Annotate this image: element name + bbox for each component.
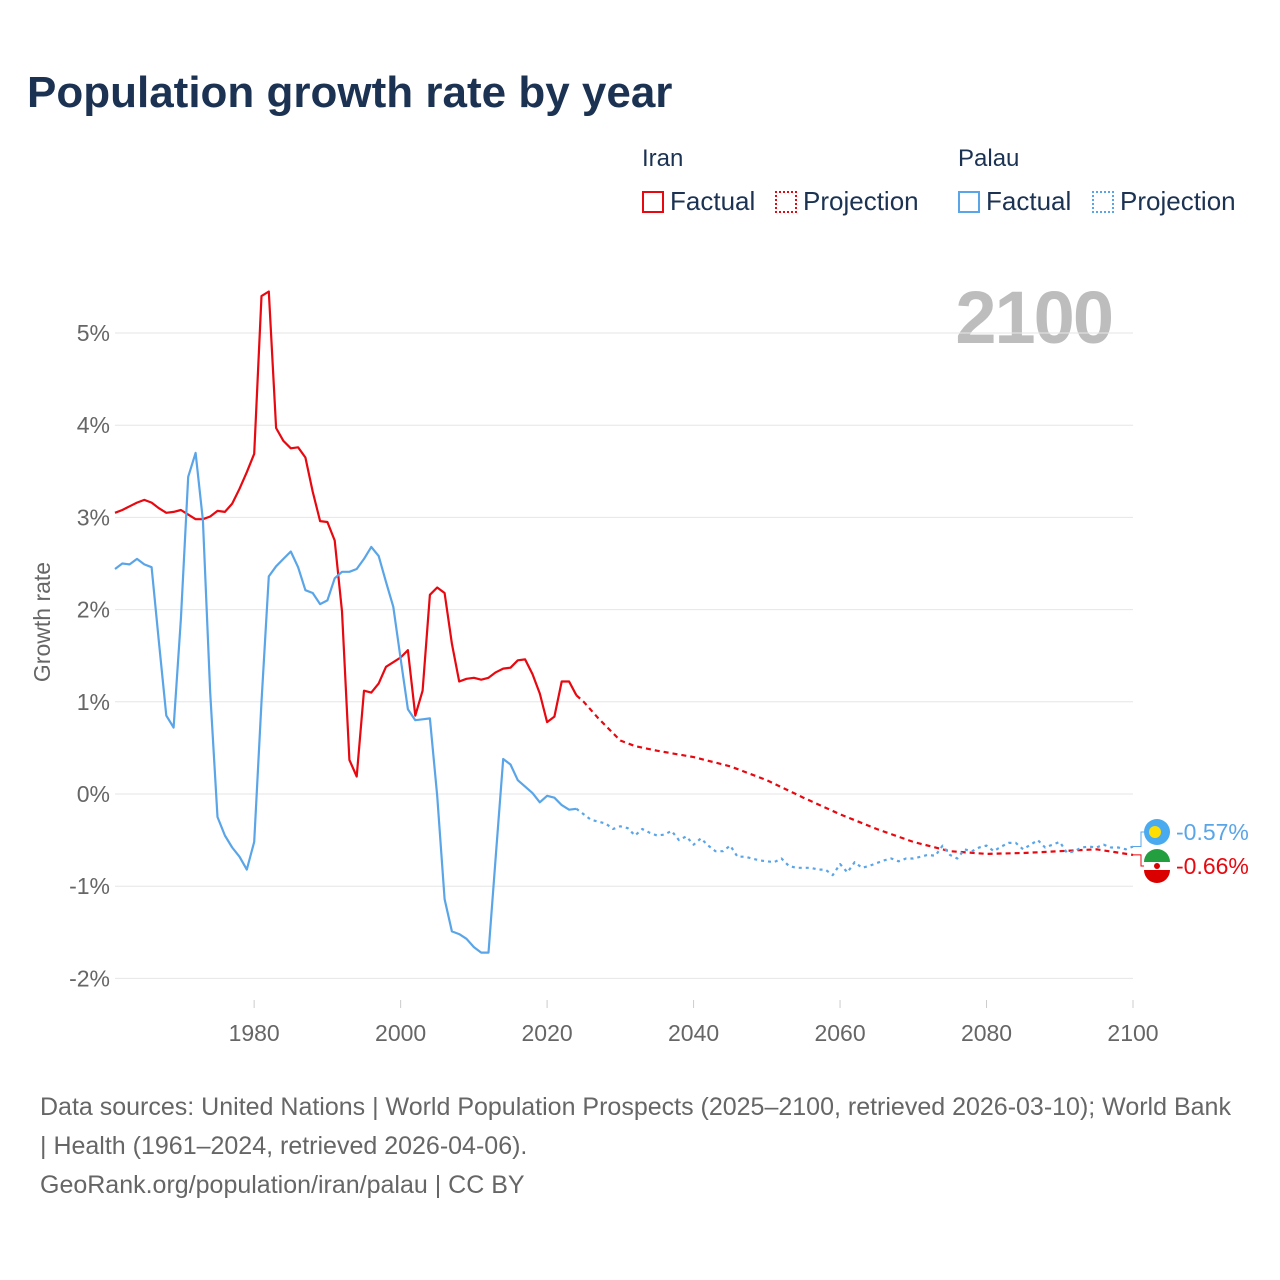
x-tick-label: 1980 bbox=[229, 1020, 280, 1046]
palau-flag-disc bbox=[1149, 826, 1161, 838]
series-line-iran-factual bbox=[114, 290, 578, 778]
legend-iran-factual[interactable]: Factual bbox=[642, 186, 755, 217]
legend-label: Factual bbox=[670, 186, 756, 216]
legend-swatch-dotted bbox=[775, 190, 797, 213]
legend-palau-projection[interactable]: Projection bbox=[1092, 186, 1236, 217]
x-tick-label: 2080 bbox=[961, 1020, 1012, 1046]
legend-swatch-solid bbox=[958, 190, 980, 213]
legend-group-palau: Palau bbox=[958, 145, 1020, 172]
y-tick-label: 2% bbox=[77, 597, 110, 623]
legend-iran-projection[interactable]: Projection bbox=[775, 186, 919, 217]
x-tick-label: 2100 bbox=[1107, 1020, 1158, 1046]
data-sources: Data sources: United Nations | World Pop… bbox=[40, 1093, 1231, 1160]
y-tick-label: -1% bbox=[69, 873, 110, 899]
y-tick-label: 4% bbox=[77, 412, 110, 438]
y-tick-label: 1% bbox=[77, 689, 110, 715]
legend-swatch-solid bbox=[642, 190, 664, 213]
line-chart: 5% 4% 3% 2% 1% 0% -1% -2% 1980 2000 2020 2040 2060 20… bbox=[29, 290, 1249, 1046]
legend-swatch-dotted bbox=[1092, 190, 1114, 213]
x-tick-label: 2020 bbox=[522, 1020, 573, 1046]
y-axis-label: Growth rate bbox=[29, 562, 55, 682]
iran-flag-red bbox=[1144, 870, 1170, 883]
legend-group-iran: Iran bbox=[642, 145, 684, 172]
legend-label: Projection bbox=[803, 186, 919, 216]
legend-label: Factual bbox=[986, 186, 1072, 216]
footer: Data sources: United Nations | World Pop… bbox=[40, 1088, 1240, 1205]
y-tick-label: 5% bbox=[77, 320, 110, 346]
series-line-palau-projection bbox=[575, 807, 1134, 877]
series-line-iran-projection bbox=[575, 694, 1134, 856]
end-label-palau: -0.57% bbox=[1176, 819, 1249, 845]
current-year-label: 2100 bbox=[955, 276, 1114, 359]
credit-link[interactable]: GeoRank.org/population/iran/palau | CC B… bbox=[40, 1171, 525, 1199]
end-label-iran: -0.66% bbox=[1176, 853, 1249, 879]
y-tick-label: 0% bbox=[77, 781, 110, 807]
x-tick-label: 2000 bbox=[375, 1020, 426, 1046]
x-tick-label: 2040 bbox=[668, 1020, 719, 1046]
iran-flag-emblem bbox=[1154, 863, 1160, 869]
page-title: Population growth rate by year bbox=[27, 68, 673, 117]
legend-palau-factual[interactable]: Factual bbox=[958, 186, 1071, 217]
legend-label: Projection bbox=[1120, 186, 1236, 216]
y-tick-label: -2% bbox=[69, 965, 110, 991]
y-tick-label: 3% bbox=[77, 504, 110, 530]
series-line-palau-factual bbox=[114, 451, 577, 954]
iran-flag-green bbox=[1144, 849, 1170, 862]
x-tick-label: 2060 bbox=[814, 1020, 865, 1046]
